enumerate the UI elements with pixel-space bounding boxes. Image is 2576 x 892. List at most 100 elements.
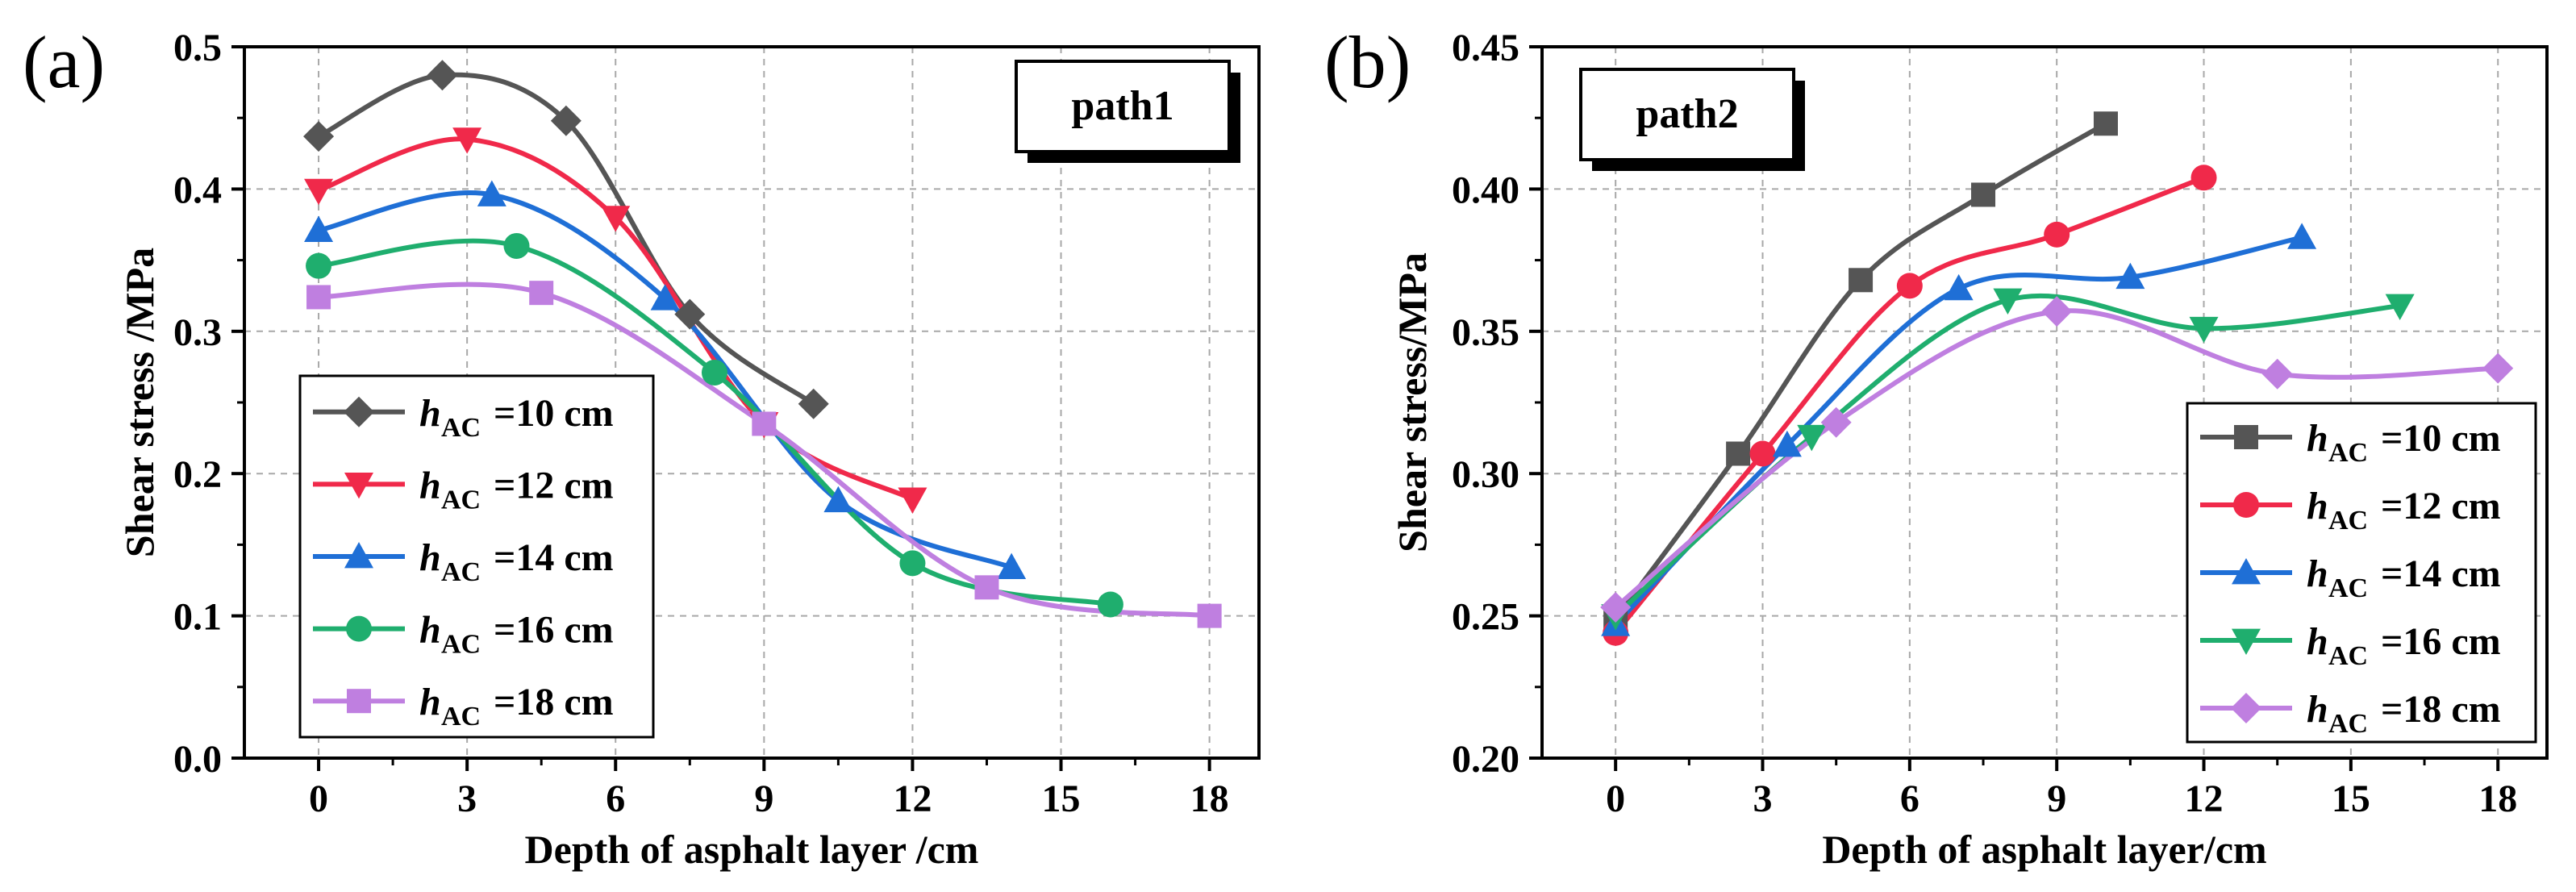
data-point-series-4 <box>306 252 332 279</box>
x-tick-label: 18 <box>2478 777 2517 820</box>
data-point-series-5 <box>2261 358 2293 390</box>
data-point-series-5 <box>1600 592 1632 623</box>
legend-label-sub: AC <box>2328 438 2368 468</box>
x-tick-label: 15 <box>1042 777 1081 820</box>
legend-label-rest: =18 cm <box>2381 688 2501 731</box>
data-point-series-1 <box>798 388 829 419</box>
x-tick-label: 12 <box>893 777 932 820</box>
panel-a-letter: (a) <box>23 21 105 103</box>
data-point-series-1 <box>2093 111 2118 136</box>
y-tick-label: 0.0 <box>173 738 222 781</box>
legend-label-main: h <box>419 464 441 506</box>
x-tick-label: 12 <box>2185 777 2224 820</box>
data-point-series-5 <box>752 411 777 436</box>
data-point-series-2 <box>2044 221 2070 248</box>
legend-label-main: h <box>2307 688 2328 731</box>
y-tick-label: 0.3 <box>173 311 222 354</box>
legend-marker <box>2231 693 2261 723</box>
legend-label-main: h <box>2307 620 2328 663</box>
data-point-series-1 <box>303 121 335 152</box>
panel-b-letter: (b) <box>1324 21 1411 103</box>
panel-a-x-axis-label: Depth of asphalt layer /cm <box>525 827 979 872</box>
legend-label-main: h <box>419 392 441 435</box>
legend-label-sub: AC <box>2328 573 2368 603</box>
data-point-series-2 <box>1896 273 1923 299</box>
legend-label-rest: =14 cm <box>494 536 614 579</box>
y-tick-label: 0.25 <box>1452 596 1519 639</box>
y-tick-label: 0.2 <box>173 453 222 496</box>
panel-b-x-axis-label: Depth of asphalt layer/cm <box>1822 827 2266 872</box>
legend-marker <box>344 473 373 499</box>
data-point-series-5 <box>306 285 331 310</box>
panel-a-path-box: path1 <box>1015 60 1240 163</box>
x-tick-label: 0 <box>1606 777 1625 820</box>
legend-label-sub: AC <box>2328 709 2368 739</box>
data-point-series-1 <box>427 60 458 91</box>
x-tick-label: 3 <box>1753 777 1773 820</box>
data-point-series-1 <box>1971 182 1996 207</box>
data-point-series-1 <box>550 105 581 136</box>
data-point-series-1 <box>1849 268 1874 293</box>
data-point-series-4 <box>503 232 530 259</box>
legend-label-rest: =16 cm <box>494 609 614 652</box>
data-point-series-5 <box>1820 406 1852 438</box>
legend-label-main: h <box>2307 552 2328 595</box>
legend-label-main: h <box>2307 417 2328 460</box>
legend-label-sub: AC <box>441 630 481 660</box>
data-point-series-2 <box>452 127 482 154</box>
legend-label-sub: AC <box>441 413 481 443</box>
legend-entry-3: h AC =14 cm <box>313 536 614 587</box>
legend-marker <box>346 615 372 642</box>
y-tick-label: 0.30 <box>1452 453 1519 496</box>
y-tick-label: 0.20 <box>1452 738 1519 781</box>
legend-label-sub: AC <box>441 557 481 587</box>
series-line-2 <box>1613 175 2207 636</box>
legend-label-main: h <box>419 536 441 579</box>
panel-b-path-label: path2 <box>1636 91 1738 137</box>
panel-a-legend: h AC =10 cmh AC =12 cmh AC =14 cmh AC =16 cmh AC =… <box>298 374 655 739</box>
x-tick-label: 3 <box>457 777 477 820</box>
legend-label-main: h <box>419 609 441 652</box>
data-point-series-5 <box>529 281 554 306</box>
x-tick-label: 9 <box>754 777 773 820</box>
legend-entry-4: h AC =16 cm <box>313 609 614 660</box>
panel-b-path-box: path2 <box>1579 68 1805 171</box>
panel-b-path-box-frame <box>1579 68 1795 161</box>
y-tick-label: 0.45 <box>1452 27 1519 69</box>
data-point-series-4 <box>899 550 926 577</box>
panel-b: (b) 0.200.250.300.350.400.45 0 3 6 9 12 15 18 … <box>1324 21 2549 872</box>
data-point-series-3 <box>2287 223 2317 249</box>
data-point-series-3 <box>1772 430 1802 457</box>
panel-a: (a) 0.0 0.1 0.2 0.3 0.4 0.5 0 3 6 9 12 15 18 Depth … <box>23 21 1261 872</box>
y-tick-label: 0.35 <box>1452 311 1519 354</box>
data-point-series-3 <box>1944 273 1974 301</box>
panel-b-ticks <box>1529 45 2500 771</box>
panel-a-y-axis-label: Shear stress /MPa <box>117 248 162 557</box>
data-point-series-4 <box>701 359 727 386</box>
data-point-series-5 <box>2482 352 2514 384</box>
legend-entry-4: h AC =16 cm <box>2200 620 2501 671</box>
data-point-series-5 <box>1197 603 1222 628</box>
panel-a-ticks <box>231 45 1211 771</box>
panel-a-path-label: path1 <box>1071 83 1173 129</box>
legend-label-main: h <box>2307 485 2328 527</box>
data-point-series-2 <box>898 487 927 514</box>
legend-label-main: h <box>419 681 441 723</box>
data-point-series-3 <box>304 215 334 242</box>
data-point-series-3 <box>823 486 853 513</box>
data-point-series-4 <box>2189 316 2219 344</box>
data-point-series-3 <box>477 180 506 206</box>
data-point-series-4 <box>1993 288 2023 315</box>
legend-label-sub: AC <box>2328 641 2368 671</box>
legend-label-rest: =12 cm <box>494 464 614 506</box>
data-point-series-3 <box>997 552 1027 580</box>
data-point-series-1 <box>1726 441 1751 466</box>
legend-label-rest: =12 cm <box>2381 485 2501 527</box>
legend-marker <box>2234 425 2258 449</box>
legend-label-sub: AC <box>441 485 481 515</box>
panel-b-legend: h AC =10 cmh AC =12 cmh AC =14 cmh AC =16 cmh AC =… <box>2186 402 2537 744</box>
legend-label-rest: =10 cm <box>494 392 614 435</box>
legend-marker <box>2232 558 2261 585</box>
y-tick-label: 0.4 <box>173 169 222 211</box>
data-point-series-4 <box>1797 424 1827 452</box>
